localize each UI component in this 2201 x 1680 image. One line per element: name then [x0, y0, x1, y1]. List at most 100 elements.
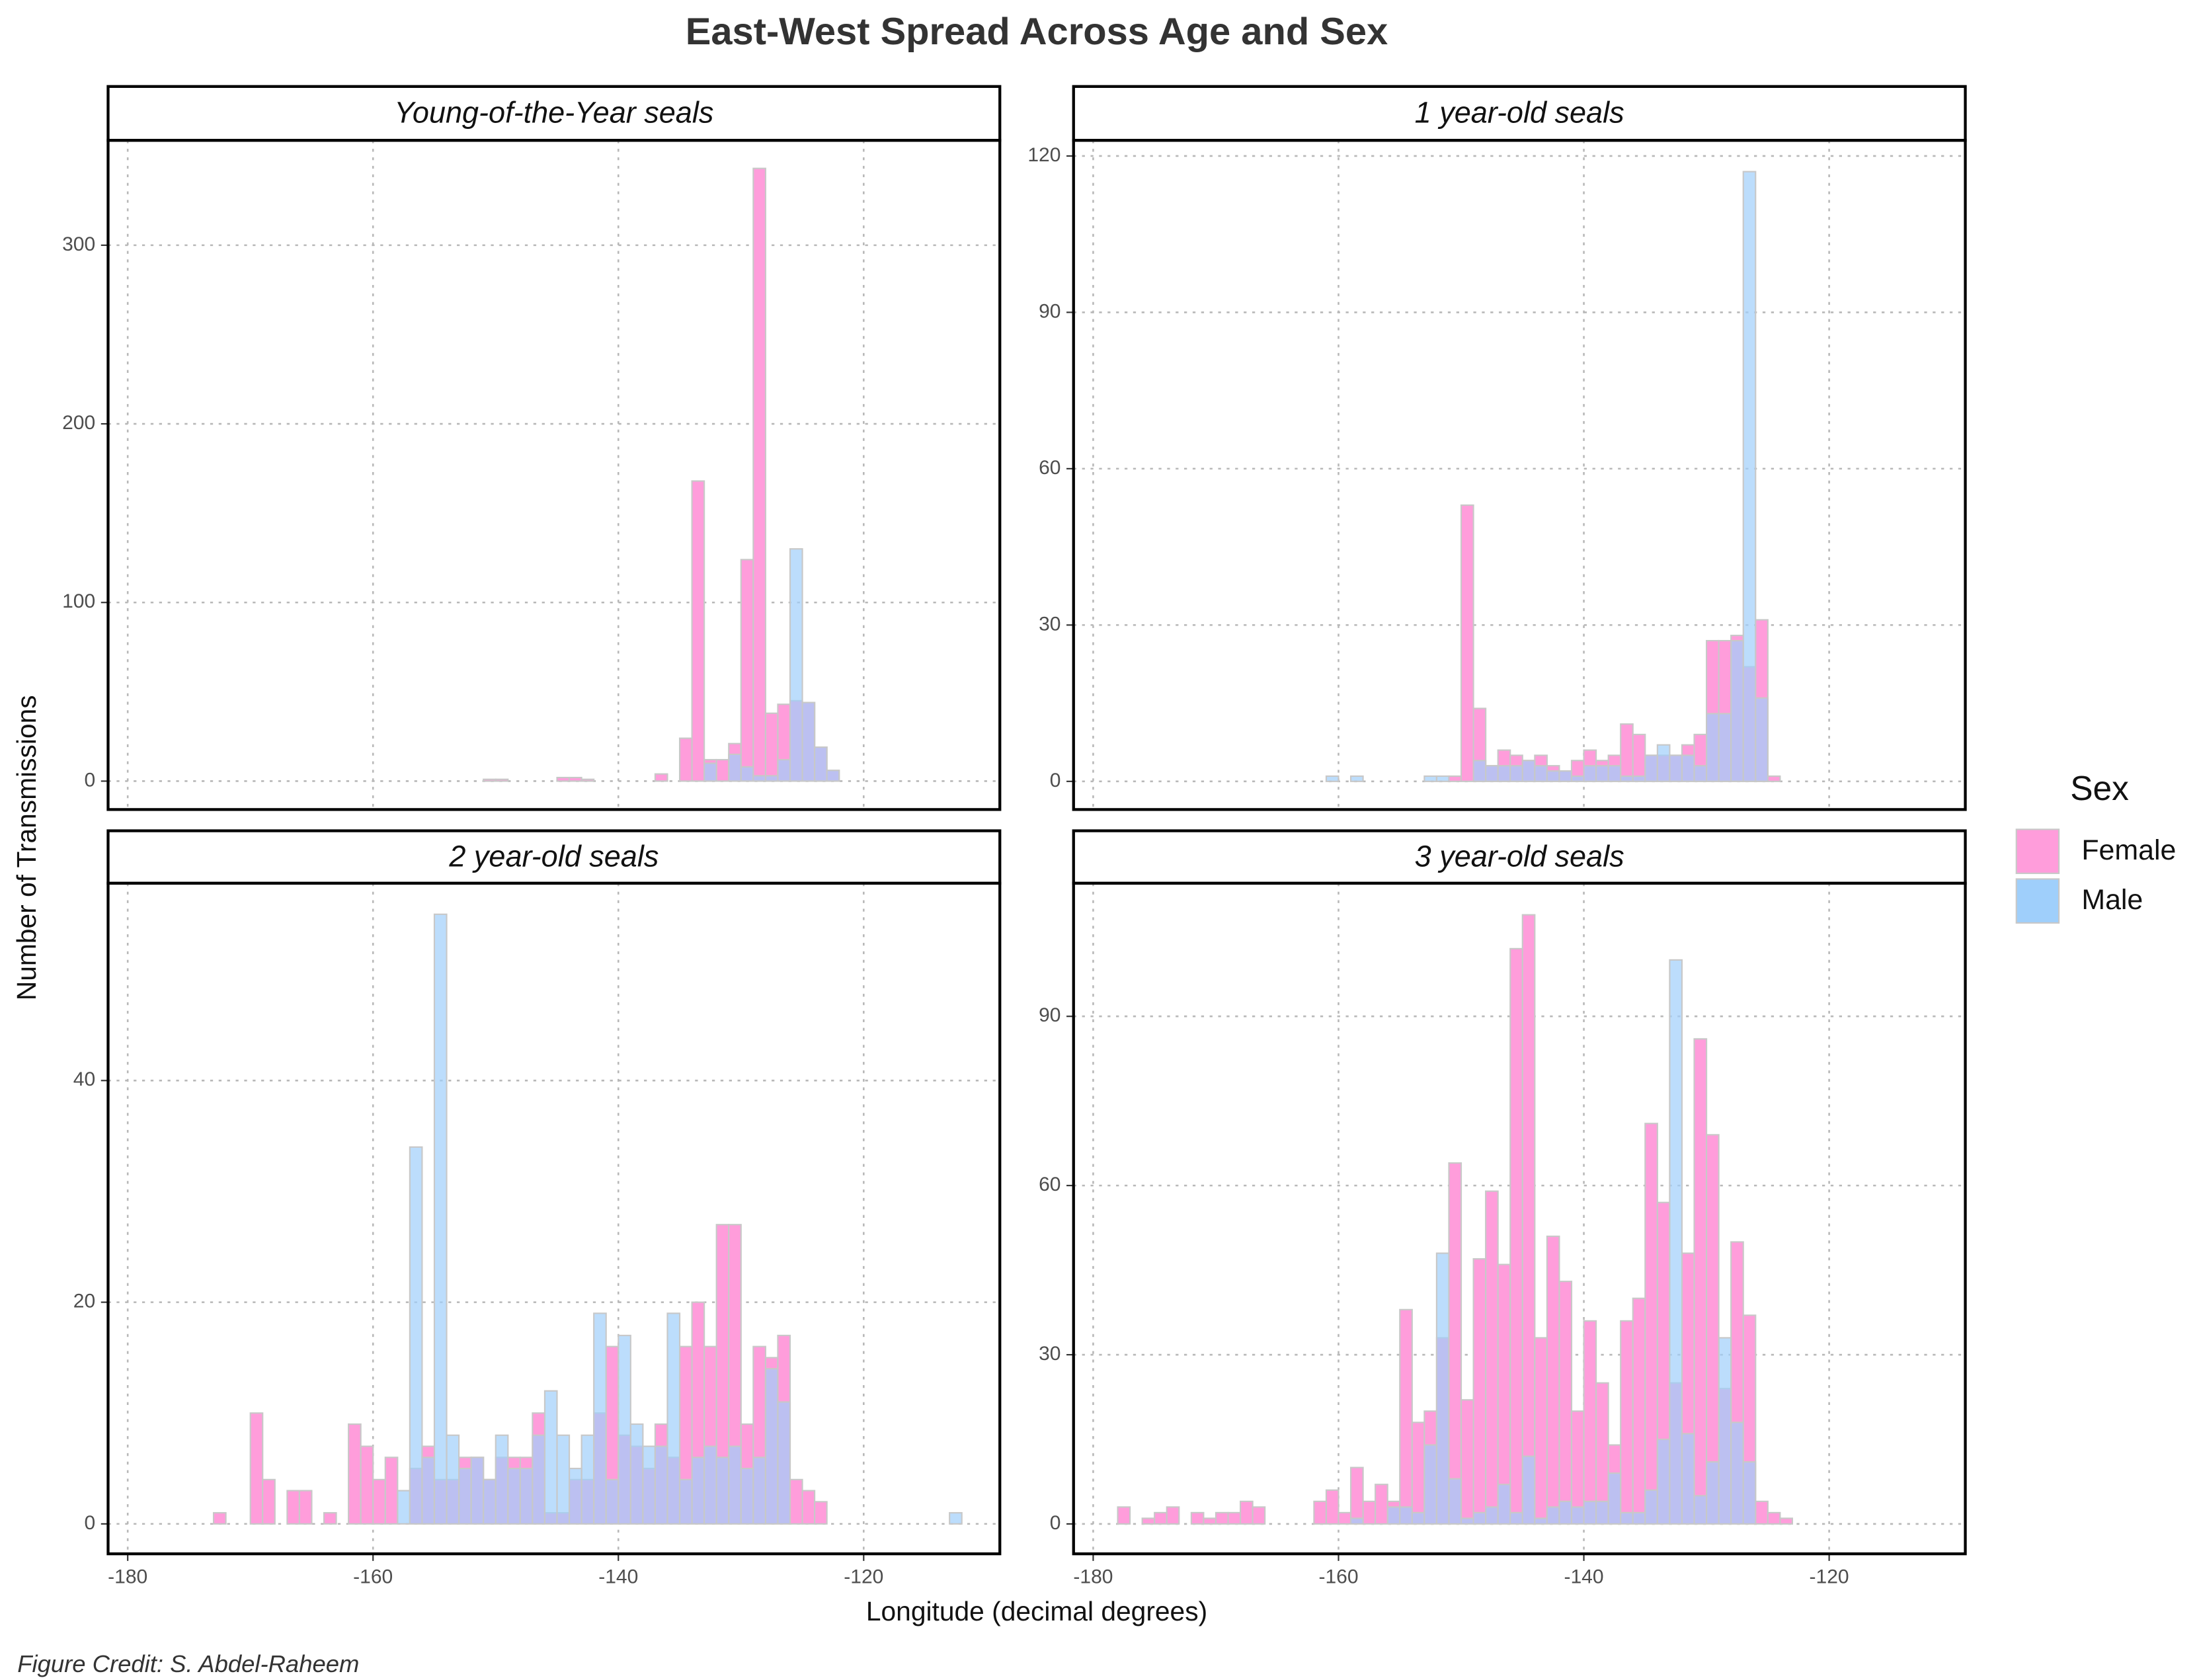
bar	[1669, 959, 1683, 1525]
y-tick-label: 0	[1050, 770, 1061, 791]
bar	[642, 1445, 657, 1525]
y-tick-label: 20	[73, 1291, 95, 1312]
bar	[1607, 1472, 1622, 1525]
bar	[1240, 1500, 1254, 1525]
bar	[1399, 1308, 1413, 1525]
bar	[715, 1457, 730, 1525]
bar	[556, 1434, 571, 1525]
bar	[1730, 1421, 1744, 1525]
bar	[495, 1434, 509, 1525]
legend-label: Male	[2081, 884, 2143, 916]
y-tick-label: 0	[84, 1512, 95, 1534]
bar	[1583, 1500, 1597, 1525]
bar	[777, 1401, 791, 1525]
bar	[728, 753, 742, 782]
bar	[543, 1390, 558, 1525]
bar	[1215, 1511, 1229, 1525]
bar	[814, 1501, 828, 1525]
bar	[446, 1434, 460, 1525]
bar	[1509, 765, 1523, 782]
caption: Figure Credit: S. Abdel-Raheem	[17, 1650, 359, 1677]
bar	[1485, 1506, 1499, 1525]
bar	[372, 1478, 386, 1525]
bar	[298, 1490, 313, 1525]
bar	[1448, 775, 1462, 782]
y-tick-label: 120	[1027, 144, 1060, 166]
bar	[483, 1478, 497, 1525]
strip	[106, 829, 1002, 885]
bar	[1558, 1500, 1573, 1525]
bar	[1546, 1506, 1560, 1525]
bar	[1313, 1500, 1328, 1525]
bar	[752, 1457, 766, 1525]
bar	[1375, 1484, 1388, 1525]
bar	[826, 770, 840, 782]
bar	[397, 1490, 411, 1525]
bar	[1203, 1517, 1217, 1525]
bar	[1632, 1511, 1646, 1525]
bar	[752, 167, 766, 782]
bar	[703, 762, 717, 782]
bar	[1620, 775, 1634, 782]
bar	[483, 778, 497, 782]
bar	[470, 1457, 485, 1525]
bar	[789, 548, 803, 782]
bar	[1190, 1511, 1205, 1525]
bar	[666, 1312, 681, 1525]
bar	[1509, 947, 1523, 1525]
x-tick-label: -140	[1564, 1566, 1604, 1588]
bar	[1767, 775, 1781, 782]
bar	[1497, 1484, 1511, 1525]
panel-frame	[106, 881, 1002, 1556]
bar	[1472, 1511, 1487, 1525]
bar	[1620, 1320, 1634, 1525]
panel-title: 2 year-old seals	[448, 839, 659, 873]
y-tick-label: 30	[1039, 1343, 1060, 1365]
y-tick-label: 0	[1050, 1512, 1061, 1534]
bar	[1386, 1506, 1401, 1525]
bar	[1411, 1421, 1425, 1525]
bar	[1399, 1506, 1413, 1525]
bar	[1362, 1500, 1377, 1525]
bar	[764, 712, 779, 782]
bar	[1705, 713, 1720, 782]
bar	[384, 1457, 399, 1525]
bar	[1656, 1438, 1671, 1525]
y-tick-label: 300	[62, 233, 95, 255]
bar	[764, 775, 779, 782]
bar	[1521, 760, 1536, 782]
panel-title: 3 year-old seals	[1415, 839, 1624, 873]
bar	[789, 1478, 803, 1525]
bar	[1742, 171, 1757, 782]
bar	[654, 1445, 668, 1525]
bar	[1693, 1038, 1708, 1525]
y-axis-label: Number of Transmissions	[11, 695, 42, 1000]
panel-frame	[1072, 881, 1967, 1556]
bar	[1117, 1506, 1131, 1525]
bar	[1607, 765, 1622, 782]
y-tick-label: 200	[62, 412, 95, 434]
bar	[495, 778, 509, 782]
bar	[593, 1312, 607, 1525]
bar	[1166, 1506, 1180, 1525]
bar	[801, 1490, 816, 1525]
bar	[678, 1478, 693, 1525]
panel-title: Young-of-the-Year seals	[394, 96, 713, 130]
bar	[1583, 1320, 1597, 1525]
bar	[691, 480, 705, 782]
bar	[1693, 1495, 1708, 1525]
bar	[1558, 1281, 1573, 1525]
bar	[348, 1423, 362, 1525]
bar	[814, 746, 828, 782]
y-tick-label: 90	[1039, 1004, 1060, 1026]
bar	[1779, 1517, 1794, 1525]
bar	[1767, 1511, 1781, 1525]
bar	[1718, 713, 1732, 782]
bar	[678, 737, 693, 782]
bar	[1521, 914, 1536, 1525]
bar	[1730, 639, 1744, 782]
x-axis-label: Longitude (decimal degrees)	[866, 1596, 1207, 1626]
bar	[618, 1334, 631, 1525]
y-tick-label: 90	[1039, 300, 1060, 322]
